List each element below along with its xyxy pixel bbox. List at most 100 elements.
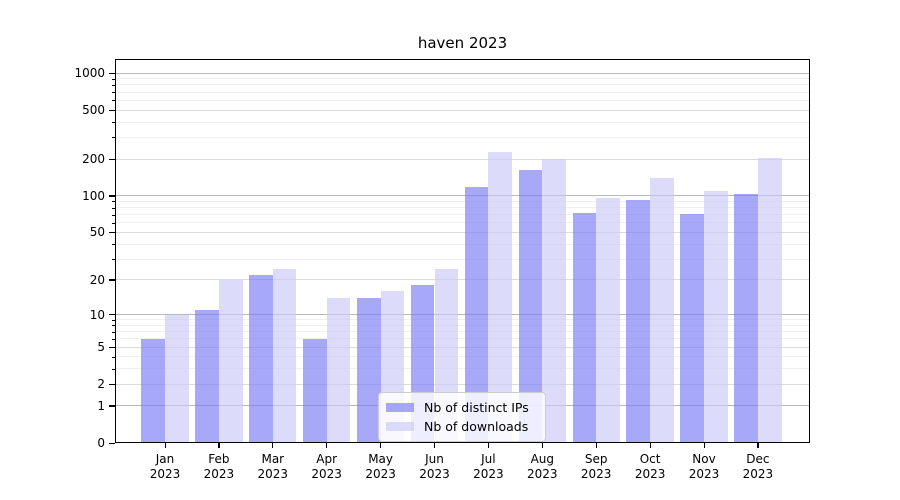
y-axis-tick-label: 5	[97, 340, 105, 355]
gridline-minor	[116, 136, 809, 138]
bar-distinct-ips	[734, 193, 758, 442]
x-axis-tick-label: May 2023	[365, 452, 396, 481]
y-axis-minor-tick	[112, 325, 115, 327]
x-axis-tick-label: Feb 2023	[203, 452, 235, 481]
legend-item-downloads: Nb of downloads	[386, 417, 537, 436]
x-axis-tick-label: Mar 2023	[257, 452, 289, 481]
bar-distinct-ips	[464, 187, 489, 442]
bar-downloads	[218, 279, 243, 442]
y-axis-tick	[109, 109, 115, 111]
bar-downloads	[326, 297, 351, 442]
y-axis-tick	[109, 158, 115, 160]
y-axis-tick-label: 1	[97, 398, 105, 413]
gridline-minor	[116, 91, 809, 93]
x-axis-tick-label: Aug 2023	[527, 452, 558, 481]
bar-downloads	[542, 159, 566, 442]
gridline-major	[116, 231, 809, 233]
x-axis-tick	[164, 443, 166, 448]
x-axis-tick-label: Nov 2023	[688, 452, 720, 481]
y-axis-minor-tick	[112, 100, 115, 102]
x-axis-tick	[703, 443, 705, 448]
bar-downloads	[488, 151, 513, 442]
gridline-minor	[116, 214, 809, 216]
plot-area	[115, 59, 810, 443]
gridline-minor	[116, 200, 809, 202]
gridline-minor	[116, 207, 809, 209]
gridline-minor	[116, 258, 809, 260]
x-axis-tick	[595, 443, 597, 448]
legend-swatch-distinct-ips	[386, 403, 414, 412]
y-axis-tick-label: 200	[82, 152, 105, 166]
gridline-major	[116, 279, 809, 281]
y-axis-minor-tick	[112, 331, 115, 333]
x-axis-tick	[218, 443, 220, 448]
x-axis-tick-label: Sep 2023	[580, 452, 612, 481]
y-axis-tick-label: 1000	[74, 66, 105, 81]
bar-distinct-ips	[356, 297, 381, 442]
bar-distinct-ips	[141, 338, 165, 442]
bar-downloads	[596, 198, 620, 442]
x-axis-tick-label: Oct 2023	[634, 452, 666, 481]
x-axis-tick	[649, 443, 651, 448]
x-axis-tick-label: Jun 2023	[419, 452, 450, 481]
x-axis-tick	[434, 443, 436, 448]
y-axis-tick	[109, 314, 115, 316]
gridline-major	[116, 383, 809, 385]
y-axis-minor-tick	[112, 338, 115, 340]
gridline-major	[116, 72, 809, 74]
gridline-minor	[116, 84, 809, 86]
gridline-minor	[116, 319, 809, 321]
gridline-minor	[116, 99, 809, 101]
x-axis-tick	[326, 443, 328, 448]
y-axis-tick-label: 20	[89, 272, 105, 287]
y-axis-minor-tick	[112, 368, 115, 370]
y-axis-tick-label: 0	[97, 436, 105, 450]
x-axis-tick	[541, 443, 543, 448]
bar-downloads	[272, 268, 297, 442]
y-axis-minor-tick	[112, 214, 115, 216]
bar-distinct-ips	[572, 212, 597, 442]
y-axis-minor-tick	[112, 319, 115, 321]
x-axis-tick	[272, 443, 274, 448]
y-axis-tick-label: 500	[82, 103, 105, 118]
y-axis-tick-label: 100	[82, 188, 105, 203]
gridline-minor	[116, 121, 809, 123]
y-axis-tick	[109, 72, 115, 74]
legend-swatch-downloads	[386, 422, 414, 431]
y-axis-minor-tick	[112, 356, 115, 358]
bar-downloads	[165, 314, 189, 442]
x-axis-tick-label: Jan 2023	[149, 452, 181, 481]
y-axis-tick-label: 50	[89, 225, 105, 240]
gridline-major	[116, 195, 809, 197]
legend-label-downloads: Nb of downloads	[424, 419, 529, 434]
y-axis-tick	[109, 231, 115, 234]
y-axis-minor-tick	[112, 84, 115, 86]
gridline-minor	[116, 368, 809, 370]
y-axis-tick	[109, 442, 115, 444]
gridline-minor	[116, 324, 809, 326]
y-axis-minor-tick	[112, 222, 115, 224]
legend-label-distinct-ips: Nb of distinct IPs	[424, 400, 529, 415]
y-axis-minor-tick	[112, 244, 115, 246]
bar-distinct-ips	[249, 275, 273, 442]
y-axis-minor-tick	[112, 201, 115, 203]
x-axis-tick-label: Dec 2023	[742, 452, 774, 481]
bar-distinct-ips	[680, 213, 704, 442]
gridline-minor	[116, 243, 809, 245]
y-axis-minor-tick	[112, 92, 115, 94]
bar-distinct-ips	[518, 169, 543, 442]
bar-downloads	[757, 157, 782, 442]
bar-downloads	[704, 190, 728, 442]
y-axis-tick-label: 2	[97, 377, 105, 392]
bar-distinct-ips	[626, 200, 651, 442]
y-axis-minor-tick	[112, 122, 115, 124]
y-axis-minor-tick	[112, 78, 115, 80]
y-axis-tick	[109, 279, 115, 281]
y-axis-tick	[109, 346, 115, 348]
bar-distinct-ips	[195, 309, 219, 442]
y-axis-tick	[109, 195, 115, 197]
bar-downloads	[650, 177, 674, 442]
y-axis-tick	[109, 383, 115, 385]
gridline-minor	[116, 78, 809, 80]
